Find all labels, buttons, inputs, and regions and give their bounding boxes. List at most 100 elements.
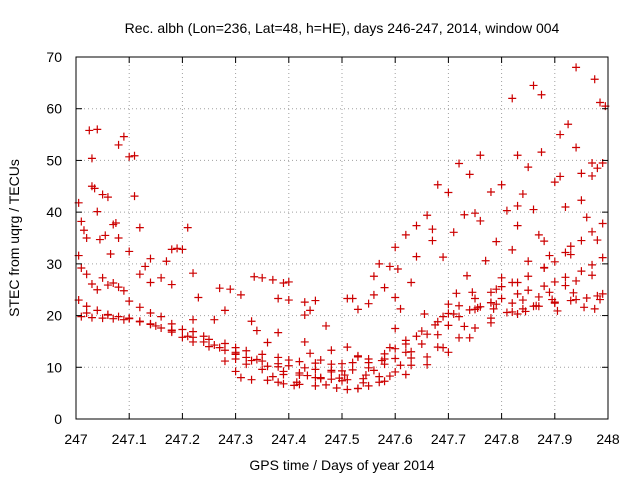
data-point bbox=[300, 311, 309, 320]
data-point bbox=[417, 327, 426, 336]
data-point bbox=[449, 228, 458, 237]
data-point bbox=[93, 125, 102, 134]
data-point bbox=[98, 273, 107, 282]
data-point bbox=[279, 370, 288, 379]
data-point bbox=[93, 306, 102, 315]
data-point bbox=[114, 234, 123, 242]
data-point bbox=[375, 378, 384, 387]
data-point bbox=[311, 296, 320, 305]
data-point bbox=[476, 151, 485, 160]
data-point bbox=[593, 164, 602, 173]
data-point bbox=[279, 278, 288, 287]
data-point bbox=[550, 257, 559, 266]
data-point bbox=[220, 346, 229, 355]
data-point bbox=[77, 217, 86, 226]
data-point bbox=[268, 372, 277, 381]
data-point bbox=[125, 247, 134, 256]
data-point bbox=[391, 344, 400, 353]
data-point bbox=[572, 63, 581, 72]
data-point bbox=[205, 335, 213, 344]
y-tick-label: 50 bbox=[46, 152, 62, 168]
data-point bbox=[377, 356, 386, 365]
data-point bbox=[274, 328, 283, 337]
x-tick-label: 247.5 bbox=[324, 431, 359, 447]
data-point bbox=[428, 225, 437, 234]
data-point bbox=[364, 299, 373, 308]
data-point bbox=[460, 210, 469, 219]
data-point bbox=[553, 306, 562, 315]
data-point bbox=[157, 312, 166, 321]
data-point bbox=[537, 90, 546, 99]
data-point bbox=[540, 237, 549, 246]
data-point bbox=[561, 202, 570, 211]
data-point bbox=[537, 148, 546, 157]
data-point bbox=[455, 333, 464, 342]
data-point bbox=[497, 294, 506, 303]
data-point bbox=[95, 235, 104, 244]
data-point bbox=[513, 310, 522, 319]
data-point bbox=[141, 262, 150, 271]
data-point bbox=[103, 311, 112, 320]
data-point bbox=[471, 294, 479, 303]
data-point bbox=[476, 216, 485, 225]
x-tick-label: 247.2 bbox=[165, 431, 200, 447]
data-point bbox=[167, 280, 176, 289]
data-point bbox=[463, 271, 472, 280]
data-point bbox=[492, 285, 501, 294]
data-point bbox=[236, 373, 245, 382]
data-point bbox=[231, 348, 240, 357]
data-point bbox=[106, 250, 115, 259]
data-point bbox=[369, 366, 378, 375]
data-point bbox=[423, 360, 432, 369]
data-point bbox=[274, 294, 283, 303]
data-point bbox=[540, 282, 549, 291]
data-point bbox=[391, 367, 400, 376]
data-point bbox=[300, 337, 309, 346]
x-tick-label: 247 bbox=[64, 431, 88, 447]
data-point bbox=[284, 296, 293, 305]
y-tick-label: 0 bbox=[54, 411, 62, 427]
data-point bbox=[513, 289, 522, 298]
data-point bbox=[340, 371, 349, 380]
data-point bbox=[433, 180, 442, 189]
data-point bbox=[598, 289, 607, 298]
data-point bbox=[439, 312, 448, 321]
data-point bbox=[205, 342, 213, 351]
data-point bbox=[252, 355, 261, 364]
y-tick-label: 40 bbox=[46, 204, 62, 220]
data-point bbox=[178, 325, 187, 334]
axes: 247 247.1 247.2 247.3 247.4 247.5 247.6 247.7 24… bbox=[46, 49, 619, 447]
data-point bbox=[114, 312, 123, 321]
data-point bbox=[82, 308, 91, 317]
data-point bbox=[417, 340, 426, 349]
data-point bbox=[311, 365, 320, 374]
data-point bbox=[306, 349, 315, 358]
data-point bbox=[369, 272, 378, 281]
data-point bbox=[423, 211, 432, 220]
data-point bbox=[577, 169, 586, 178]
x-tick-label: 247.4 bbox=[271, 431, 306, 447]
data-point bbox=[327, 346, 336, 355]
x-tick-label: 247.3 bbox=[218, 431, 253, 447]
data-point bbox=[316, 356, 325, 365]
data-point bbox=[455, 312, 464, 321]
data-point bbox=[135, 223, 144, 232]
y-tick-label: 20 bbox=[46, 308, 62, 324]
data-point bbox=[361, 371, 370, 380]
data-point bbox=[284, 361, 293, 370]
data-points bbox=[74, 63, 610, 394]
data-point bbox=[492, 237, 501, 246]
data-point bbox=[598, 253, 607, 262]
data-point bbox=[433, 330, 442, 339]
x-tick-label: 247.1 bbox=[112, 431, 147, 447]
data-point bbox=[327, 375, 336, 384]
data-point bbox=[263, 338, 272, 347]
data-point bbox=[407, 347, 416, 356]
data-point bbox=[146, 308, 155, 317]
data-point bbox=[173, 244, 182, 253]
data-point bbox=[247, 375, 256, 384]
data-point bbox=[497, 282, 506, 291]
data-point bbox=[534, 292, 543, 301]
data-point bbox=[449, 310, 458, 319]
data-point bbox=[508, 299, 517, 308]
